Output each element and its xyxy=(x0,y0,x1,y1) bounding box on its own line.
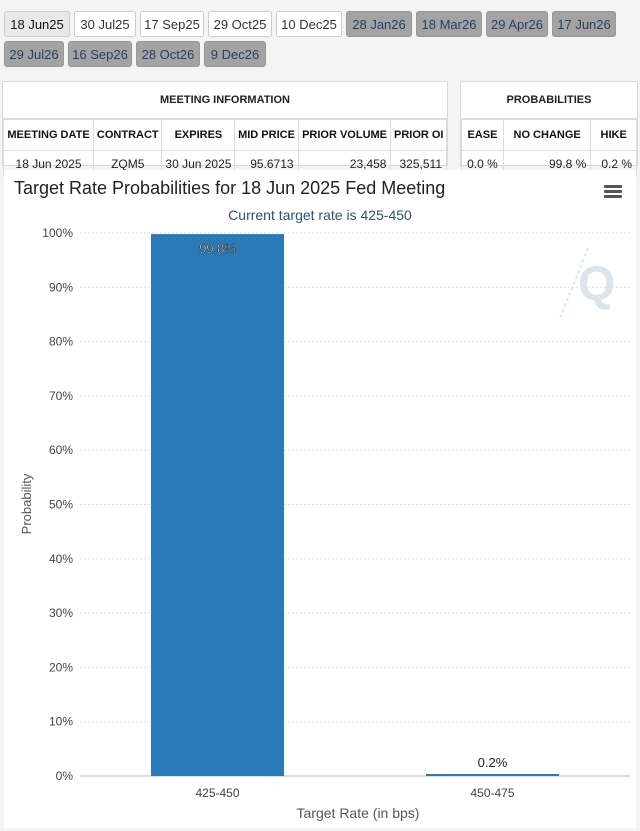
y-tick-label: 30% xyxy=(49,606,73,620)
header-prior-oi: PRIOR OI xyxy=(390,119,447,151)
meeting-information-panel: MEETING INFORMATION MEETING DATE CONTRAC… xyxy=(2,81,448,177)
tab-29-jul26[interactable]: 29 Jul26 xyxy=(4,41,64,67)
tab-29-oct25[interactable]: 29 Oct25 xyxy=(208,11,272,37)
tab-9-dec26[interactable]: 9 Dec26 xyxy=(204,41,266,67)
header-expires: EXPIRES xyxy=(161,119,236,151)
data-label: 0.2% xyxy=(478,755,508,770)
tab-17-jun26[interactable]: 17 Jun26 xyxy=(552,11,616,37)
y-tick-label: 70% xyxy=(49,389,73,403)
meeting-information-table: MEETING DATE CONTRACT EXPIRES MID PRICE … xyxy=(2,119,447,177)
header-contract: CONTRACT xyxy=(93,119,163,151)
y-tick-label: 10% xyxy=(49,715,73,729)
y-tick-label: 20% xyxy=(49,660,73,674)
y-tick-label: 90% xyxy=(49,280,73,294)
svg-text:Q: Q xyxy=(578,258,615,311)
x-tick-label: 425-450 xyxy=(195,786,239,800)
meeting-tabs: 18 Jun25 30 Jul25 17 Sep25 29 Oct25 10 D… xyxy=(4,11,636,71)
tab-18-mar26[interactable]: 18 Mar26 xyxy=(416,11,482,37)
y-tick-label: 80% xyxy=(49,335,73,349)
probabilities-panel: PROBABILITIES EASE NO CHANGE HIKE 0.0 % … xyxy=(460,81,638,177)
tab-10-dec25[interactable]: 10 Dec25 xyxy=(276,11,342,37)
header-no-change: NO CHANGE xyxy=(502,119,592,151)
bar xyxy=(151,234,284,776)
probability-chart: Target Rate Probabilities for 18 Jun 202… xyxy=(4,170,636,828)
chart-plot: Q 99.8% 0.2% 0% 10% 20% 30% 40% 50% 60% 70% 80% 90… xyxy=(19,226,630,821)
tab-30-jul25[interactable]: 30 Jul25 xyxy=(74,11,136,37)
header-mid-price: MID PRICE xyxy=(234,119,299,151)
tab-28-oct26[interactable]: 28 Oct26 xyxy=(136,41,200,67)
header-meeting-date: MEETING DATE xyxy=(2,119,95,151)
chart-subtitle: Current target rate is 425-450 xyxy=(228,207,412,223)
chart-title: Target Rate Probabilities for 18 Jun 202… xyxy=(14,178,446,198)
y-tick-label: 60% xyxy=(49,443,73,457)
header-ease: EASE xyxy=(461,119,504,151)
tab-17-sep25[interactable]: 17 Sep25 xyxy=(140,11,204,37)
tab-18-jun25[interactable]: 18 Jun25 xyxy=(4,11,70,37)
y-axis-label: Probability xyxy=(19,473,34,534)
tab-28-jan26[interactable]: 28 Jan26 xyxy=(346,11,412,37)
probabilities-heading: PROBABILITIES xyxy=(461,82,637,119)
tab-row-1: 18 Jun25 30 Jul25 17 Sep25 29 Oct25 10 D… xyxy=(4,11,636,37)
header-hike: HIKE xyxy=(590,119,637,151)
y-tick-label: 100% xyxy=(42,226,73,240)
data-label: 99.8% xyxy=(199,241,236,256)
header-prior-volume: PRIOR VOLUME xyxy=(297,119,392,151)
x-tick-label: 450-475 xyxy=(470,786,514,800)
y-tick-label: 40% xyxy=(49,552,73,566)
watermark-logo: Q xyxy=(559,247,615,319)
tab-row-2: 29 Jul26 16 Sep26 28 Oct26 9 Dec26 xyxy=(4,41,636,67)
probabilities-table: EASE NO CHANGE HIKE 0.0 % 99.8 % 0.2 % xyxy=(461,119,637,177)
tab-16-sep26[interactable]: 16 Sep26 xyxy=(68,41,132,67)
bar xyxy=(426,774,559,776)
meeting-information-heading: MEETING INFORMATION xyxy=(3,82,447,119)
x-axis-label: Target Rate (in bps) xyxy=(297,805,420,821)
y-tick-label: 0% xyxy=(56,769,74,783)
chart-menu-icon[interactable] xyxy=(604,185,622,199)
tab-29-apr26[interactable]: 29 Apr26 xyxy=(486,11,548,37)
y-tick-label: 50% xyxy=(49,498,73,512)
